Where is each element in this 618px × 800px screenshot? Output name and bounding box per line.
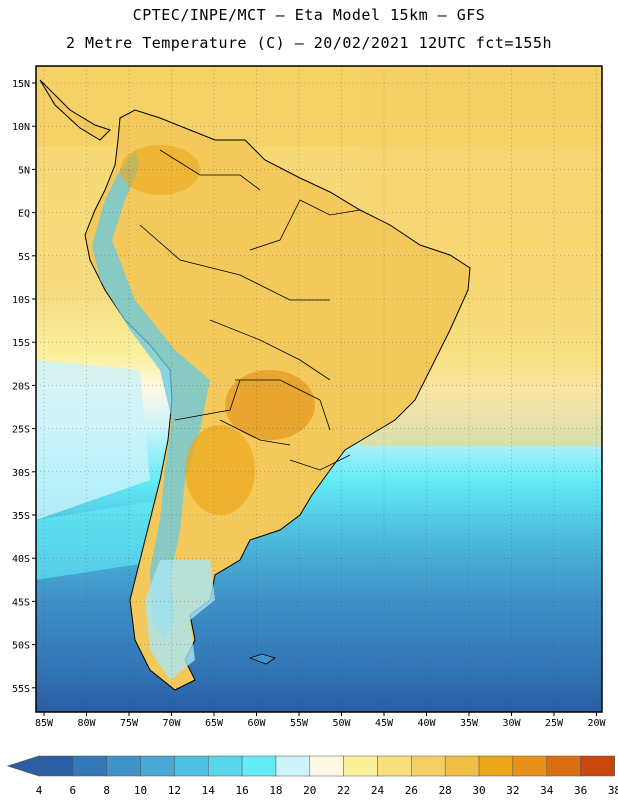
latitude-axis: 15N 10N 5N EQ 5S 10S 15S 20S 25S 30S 35S 40S 45S 50S 5… <box>12 79 36 695</box>
colorbar-swatch <box>444 755 480 777</box>
lon-tick-label: 50W <box>332 718 351 729</box>
lat-tick-label: 25S <box>12 425 30 436</box>
lon-tick-label: 55W <box>290 718 309 729</box>
lon-tick-label: 30W <box>502 718 521 729</box>
lon-tick-label: 70W <box>162 718 181 729</box>
lon-tick-label: 65W <box>205 718 224 729</box>
colorbar-swatch <box>106 755 141 777</box>
colorbar-tick-label: 36 <box>574 784 587 797</box>
lat-tick-label: 55S <box>12 684 30 695</box>
lon-tick-label: 35W <box>460 718 479 729</box>
lon-tick-label: 45W <box>375 718 394 729</box>
colorbar-tick-label: 6 <box>70 784 77 797</box>
colorbar-swatch <box>411 755 446 777</box>
colorbar-tick-label: 8 <box>103 784 110 797</box>
colorbar-swatch <box>580 755 615 777</box>
longitude-axis: 85W 80W 75W 70W 65W 60W 55W 50W 45W 40W 35W 30W 25W 2… <box>35 712 607 729</box>
lon-tick-label: 40W <box>417 718 436 729</box>
colorbar-tick-label: 4 <box>36 784 43 797</box>
lat-tick-label: 20S <box>12 381 30 392</box>
colorbar-tick-label: 26 <box>405 784 418 797</box>
plot-frame <box>35 65 603 713</box>
map-title-line1: CPTEC/INPE/MCT – Eta Model 15km – GFS <box>132 6 486 24</box>
lat-tick-label: 30S <box>12 468 30 479</box>
colorbar-swatch <box>174 755 209 777</box>
colorbar-tick-label: 30 <box>472 784 485 797</box>
colorbar-tick-label: 24 <box>371 784 385 797</box>
map-title-line2: 2 Metre Temperature (C) – 20/02/2021 12U… <box>65 34 553 52</box>
colorbar-tick-label: 38 <box>608 784 618 797</box>
lon-tick-label: 75W <box>120 718 139 729</box>
colorbar-swatch <box>72 755 107 777</box>
hot-region <box>225 370 315 440</box>
colorbar-labels: 4 6 8 10 12 14 16 18 20 22 24 26 28 30 32 34 36 38 <box>36 784 618 797</box>
colorbar-swatch <box>546 755 581 777</box>
central-america <box>39 79 111 141</box>
colorbar-swatch <box>512 755 548 777</box>
colorbar-tick-label: 12 <box>168 784 181 797</box>
colorbar-tick-label: 28 <box>439 784 452 797</box>
colorbar-swatch <box>478 755 514 777</box>
lat-tick-label: 50S <box>12 641 30 652</box>
lat-tick-label: EQ <box>18 209 30 220</box>
lon-tick-label: 25W <box>545 718 564 729</box>
colorbar-tick-label: 10 <box>134 784 147 797</box>
colorbar-tick-label: 32 <box>506 784 519 797</box>
colorbar-tick-label: 18 <box>269 784 282 797</box>
colorbar-tick-label: 34 <box>540 784 554 797</box>
colorbar <box>6 755 615 777</box>
country-borders <box>139 149 361 471</box>
lon-tick-label: 85W <box>35 718 54 729</box>
colorbar-swatch <box>38 755 74 777</box>
colorbar-swatch <box>275 755 311 777</box>
colorbar-swatch <box>241 755 277 777</box>
colorbar-low-arrow <box>6 755 40 777</box>
colorbar-swatch <box>140 755 175 777</box>
falkland-islands <box>248 653 276 665</box>
colorbar-tick-label: 22 <box>337 784 350 797</box>
lat-tick-label: 15N <box>12 79 30 90</box>
colorbar-tick-label: 16 <box>235 784 248 797</box>
colorbar-swatch <box>309 755 344 777</box>
lat-tick-label: 45S <box>12 597 30 608</box>
colorbar-tick-label: 14 <box>202 784 216 797</box>
lat-tick-label: 5N <box>18 165 30 176</box>
lon-tick-label: 20W <box>587 718 606 729</box>
colorbar-swatch <box>377 755 412 777</box>
colorbar-tick-label: 20 <box>303 784 316 797</box>
lat-tick-label: 15S <box>12 338 30 349</box>
lon-tick-label: 80W <box>77 718 96 729</box>
plot-area <box>36 66 602 712</box>
lat-tick-label: 40S <box>12 554 30 565</box>
lat-tick-label: 5S <box>18 252 30 263</box>
lon-tick-label: 60W <box>247 718 266 729</box>
lat-tick-label: 35S <box>12 511 30 522</box>
colorbar-swatch <box>343 755 378 777</box>
lat-tick-label: 10N <box>12 122 30 133</box>
colorbar-swatch <box>208 755 243 777</box>
lat-tick-label: 10S <box>12 295 30 306</box>
